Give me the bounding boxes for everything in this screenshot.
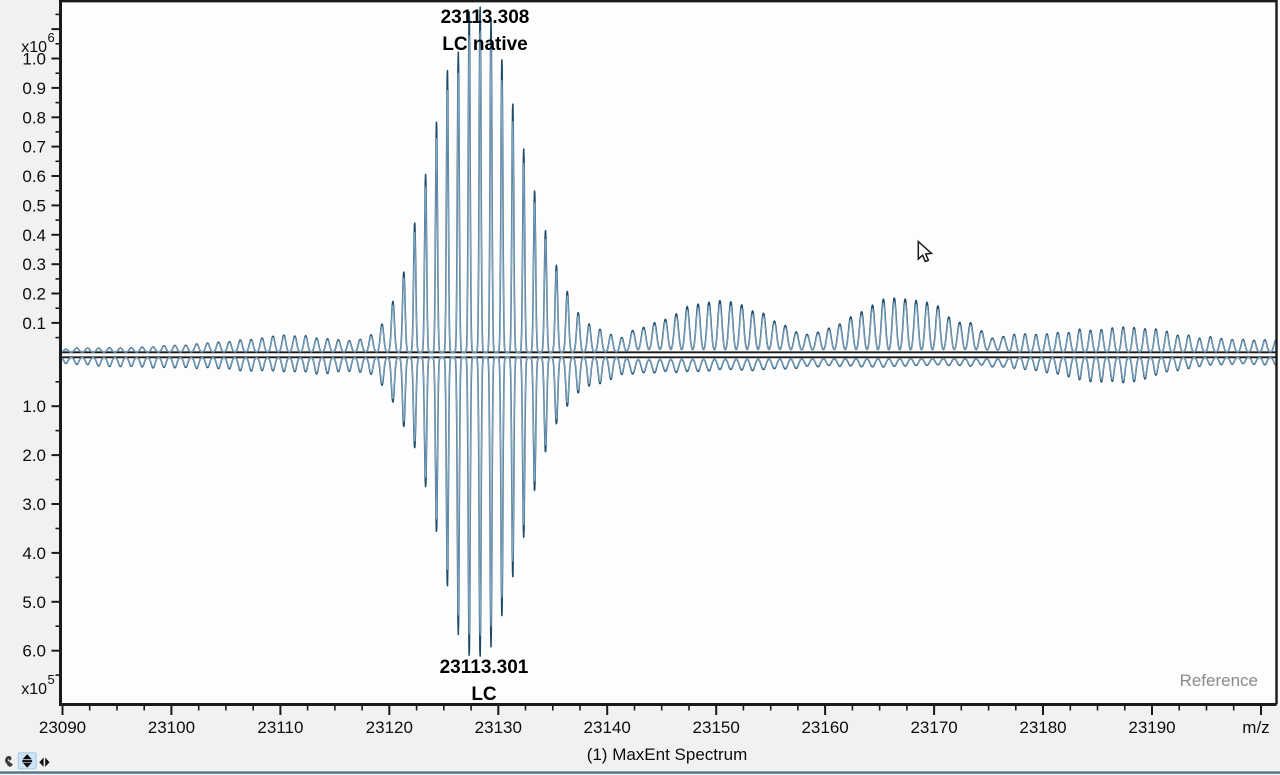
svg-text:23120: 23120 [366, 718, 413, 737]
svg-text:23130: 23130 [475, 718, 522, 737]
svg-text:0.1: 0.1 [22, 314, 46, 333]
svg-text:x10: x10 [21, 681, 47, 698]
svg-text:0.2: 0.2 [22, 285, 46, 304]
svg-text:23090: 23090 [39, 718, 86, 737]
svg-text:23113.308: 23113.308 [441, 7, 530, 28]
svg-text:0.4: 0.4 [22, 226, 46, 245]
svg-text:5.0: 5.0 [22, 593, 46, 612]
svg-text:1.0: 1.0 [22, 50, 46, 69]
svg-text:2.0: 2.0 [22, 446, 46, 465]
svg-text:23170: 23170 [910, 718, 957, 737]
svg-text:23113.301: 23113.301 [440, 657, 529, 678]
svg-text:(1) MaxEnt Spectrum: (1) MaxEnt Spectrum [587, 745, 748, 764]
svg-text:0.3: 0.3 [22, 255, 46, 274]
svg-text:1.0: 1.0 [22, 397, 46, 416]
svg-text:23180: 23180 [1019, 718, 1066, 737]
svg-text:0.5: 0.5 [22, 196, 46, 215]
svg-text:23160: 23160 [801, 718, 848, 737]
svg-text:m/z: m/z [1242, 718, 1269, 737]
svg-text:23190: 23190 [1128, 718, 1175, 737]
svg-text:0.8: 0.8 [22, 108, 46, 127]
svg-text:4.0: 4.0 [22, 544, 46, 563]
svg-text:0.9: 0.9 [22, 79, 46, 98]
svg-text:3.0: 3.0 [22, 495, 46, 514]
svg-text:23110: 23110 [257, 718, 303, 737]
svg-text:LC native: LC native [442, 34, 528, 55]
svg-text:x10: x10 [21, 39, 47, 56]
svg-text:LC: LC [471, 684, 497, 705]
svg-text:0.6: 0.6 [22, 167, 46, 186]
svg-text:Reference: Reference [1180, 671, 1258, 690]
svg-text:6.0: 6.0 [22, 642, 46, 661]
svg-text:23140: 23140 [584, 718, 631, 737]
svg-text:23100: 23100 [148, 718, 195, 737]
svg-text:6: 6 [48, 30, 55, 45]
svg-text:0.7: 0.7 [22, 138, 46, 157]
svg-text:23150: 23150 [693, 718, 740, 737]
svg-text:5: 5 [48, 672, 55, 687]
